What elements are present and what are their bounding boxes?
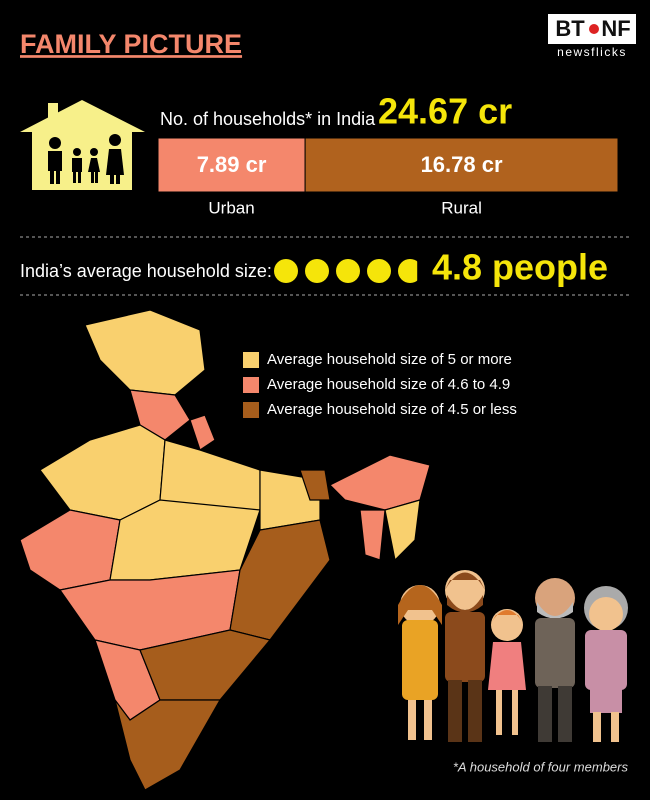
map-region: [139, 629, 272, 701]
map-region: [114, 699, 222, 791]
size-dot: [305, 259, 329, 283]
map-region: [384, 499, 421, 562]
logo-sub: newsflicks: [557, 45, 627, 59]
house-icon: [20, 100, 145, 190]
legend-swatch: [243, 377, 259, 393]
segment-name: Rural: [441, 198, 482, 217]
legend-swatch: [243, 402, 259, 418]
size-dot: [398, 259, 418, 283]
map-region: [359, 509, 386, 561]
size-dot: [274, 259, 298, 283]
segment-name: Urban: [208, 198, 254, 217]
legend-label: Average household size of 5 or more: [267, 351, 512, 368]
legend: Average household size of 5 or more Avera…: [243, 351, 517, 418]
legend-label: Average household size of 4.5 or less: [267, 401, 517, 418]
size-value: 4.8 people: [432, 247, 608, 288]
bar-segment: [157, 137, 306, 193]
india-map: [19, 309, 431, 791]
footnote: *A household of four members: [453, 759, 629, 774]
legend-label: Average household size of 4.6 to 4.9: [267, 376, 510, 393]
size-dot: [367, 259, 391, 283]
map-region: [299, 469, 331, 501]
map-region: [39, 424, 166, 521]
households-total: 24.67 cr: [378, 91, 512, 132]
size-label: India’s average household size:: [20, 261, 272, 281]
legend-swatch: [243, 352, 259, 368]
family-illustration: [398, 570, 628, 742]
map-region: [19, 509, 121, 591]
map-region: [84, 309, 206, 396]
segment-value: 16.78 cr: [421, 152, 503, 177]
bar-segment: [304, 137, 619, 193]
size-dot: [336, 259, 360, 283]
map-region: [159, 439, 261, 511]
title: FAMILY PICTURE: [20, 29, 242, 59]
logo-right: NF: [601, 16, 630, 41]
logo-left: BT: [555, 16, 585, 41]
households-label: No. of households* in India: [160, 109, 376, 129]
logo-dot: [589, 24, 599, 34]
household-bar: 7.89 cr Urban 16.78 cr Rural: [157, 137, 619, 217]
map-region: [189, 414, 216, 451]
segment-value: 7.89 cr: [197, 152, 267, 177]
size-dots: [274, 259, 418, 283]
